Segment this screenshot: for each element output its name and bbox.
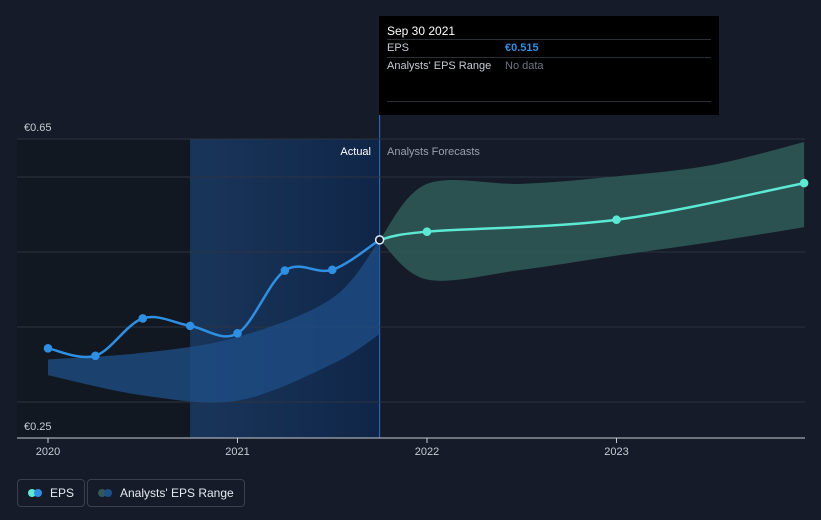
actual-eps-range-band bbox=[48, 239, 380, 403]
actual-region-label: Actual bbox=[340, 146, 371, 158]
actual-eps-line bbox=[47, 238, 381, 359]
tooltip-divider bbox=[387, 101, 711, 102]
x-tick-label: 2022 bbox=[415, 446, 439, 458]
range-legend-icon bbox=[98, 489, 112, 497]
range-band-layer bbox=[48, 141, 805, 403]
legend-range-label: Analysts' EPS Range bbox=[120, 486, 234, 500]
actual-eps-point[interactable] bbox=[280, 266, 290, 275]
legend-eps-button[interactable]: EPS bbox=[17, 479, 86, 507]
legend-range-button[interactable]: Analysts' EPS Range bbox=[87, 479, 245, 507]
tooltip-date: Sep 30 2021 bbox=[387, 24, 456, 38]
tooltip-eps-label: EPS bbox=[387, 42, 410, 54]
forecast-eps-line bbox=[379, 181, 805, 242]
y-tick-label: €0.25 bbox=[24, 421, 52, 433]
tooltip-row-eps: EPS €0.515 bbox=[387, 39, 711, 57]
tooltip-range-value: No data bbox=[505, 60, 544, 72]
x-tick-label: 2021 bbox=[225, 446, 249, 458]
eps-line-layer bbox=[47, 181, 805, 359]
x-tick-label: 2020 bbox=[36, 446, 60, 458]
forecast-region-label: Analysts Forecasts bbox=[387, 146, 480, 158]
tooltip-range-label: Analysts' EPS Range bbox=[387, 60, 492, 72]
actual-eps-point[interactable] bbox=[138, 314, 148, 323]
tooltip-eps-value: €0.515 bbox=[505, 42, 539, 54]
actual-eps-point[interactable] bbox=[91, 351, 100, 361]
axis-layer: 2020 2021 2022 2023 €0.65 €0.25 bbox=[17, 122, 805, 458]
hover-tooltip: Sep 30 2021 EPS €0.515 Analysts' EPS Ran… bbox=[379, 16, 719, 115]
actual-eps-point[interactable] bbox=[327, 265, 337, 275]
x-tick-label: 2023 bbox=[604, 446, 628, 458]
eps-legend-icon bbox=[28, 489, 42, 497]
actual-eps-point[interactable] bbox=[43, 344, 53, 353]
legend-eps-label: EPS bbox=[50, 486, 75, 500]
actual-eps-point[interactable] bbox=[374, 235, 385, 245]
y-tick-label: €0.65 bbox=[24, 122, 52, 134]
forecast-eps-point[interactable] bbox=[799, 178, 809, 188]
actual-eps-point[interactable] bbox=[233, 329, 242, 338]
eps-points-layer[interactable] bbox=[43, 178, 809, 361]
forecast-eps-range-band bbox=[379, 141, 805, 281]
tooltip-row-range: Analysts' EPS Range No data bbox=[387, 57, 711, 75]
actual-eps-point[interactable] bbox=[185, 321, 195, 331]
forecast-eps-point[interactable] bbox=[422, 227, 432, 236]
forecast-eps-point[interactable] bbox=[612, 215, 621, 225]
